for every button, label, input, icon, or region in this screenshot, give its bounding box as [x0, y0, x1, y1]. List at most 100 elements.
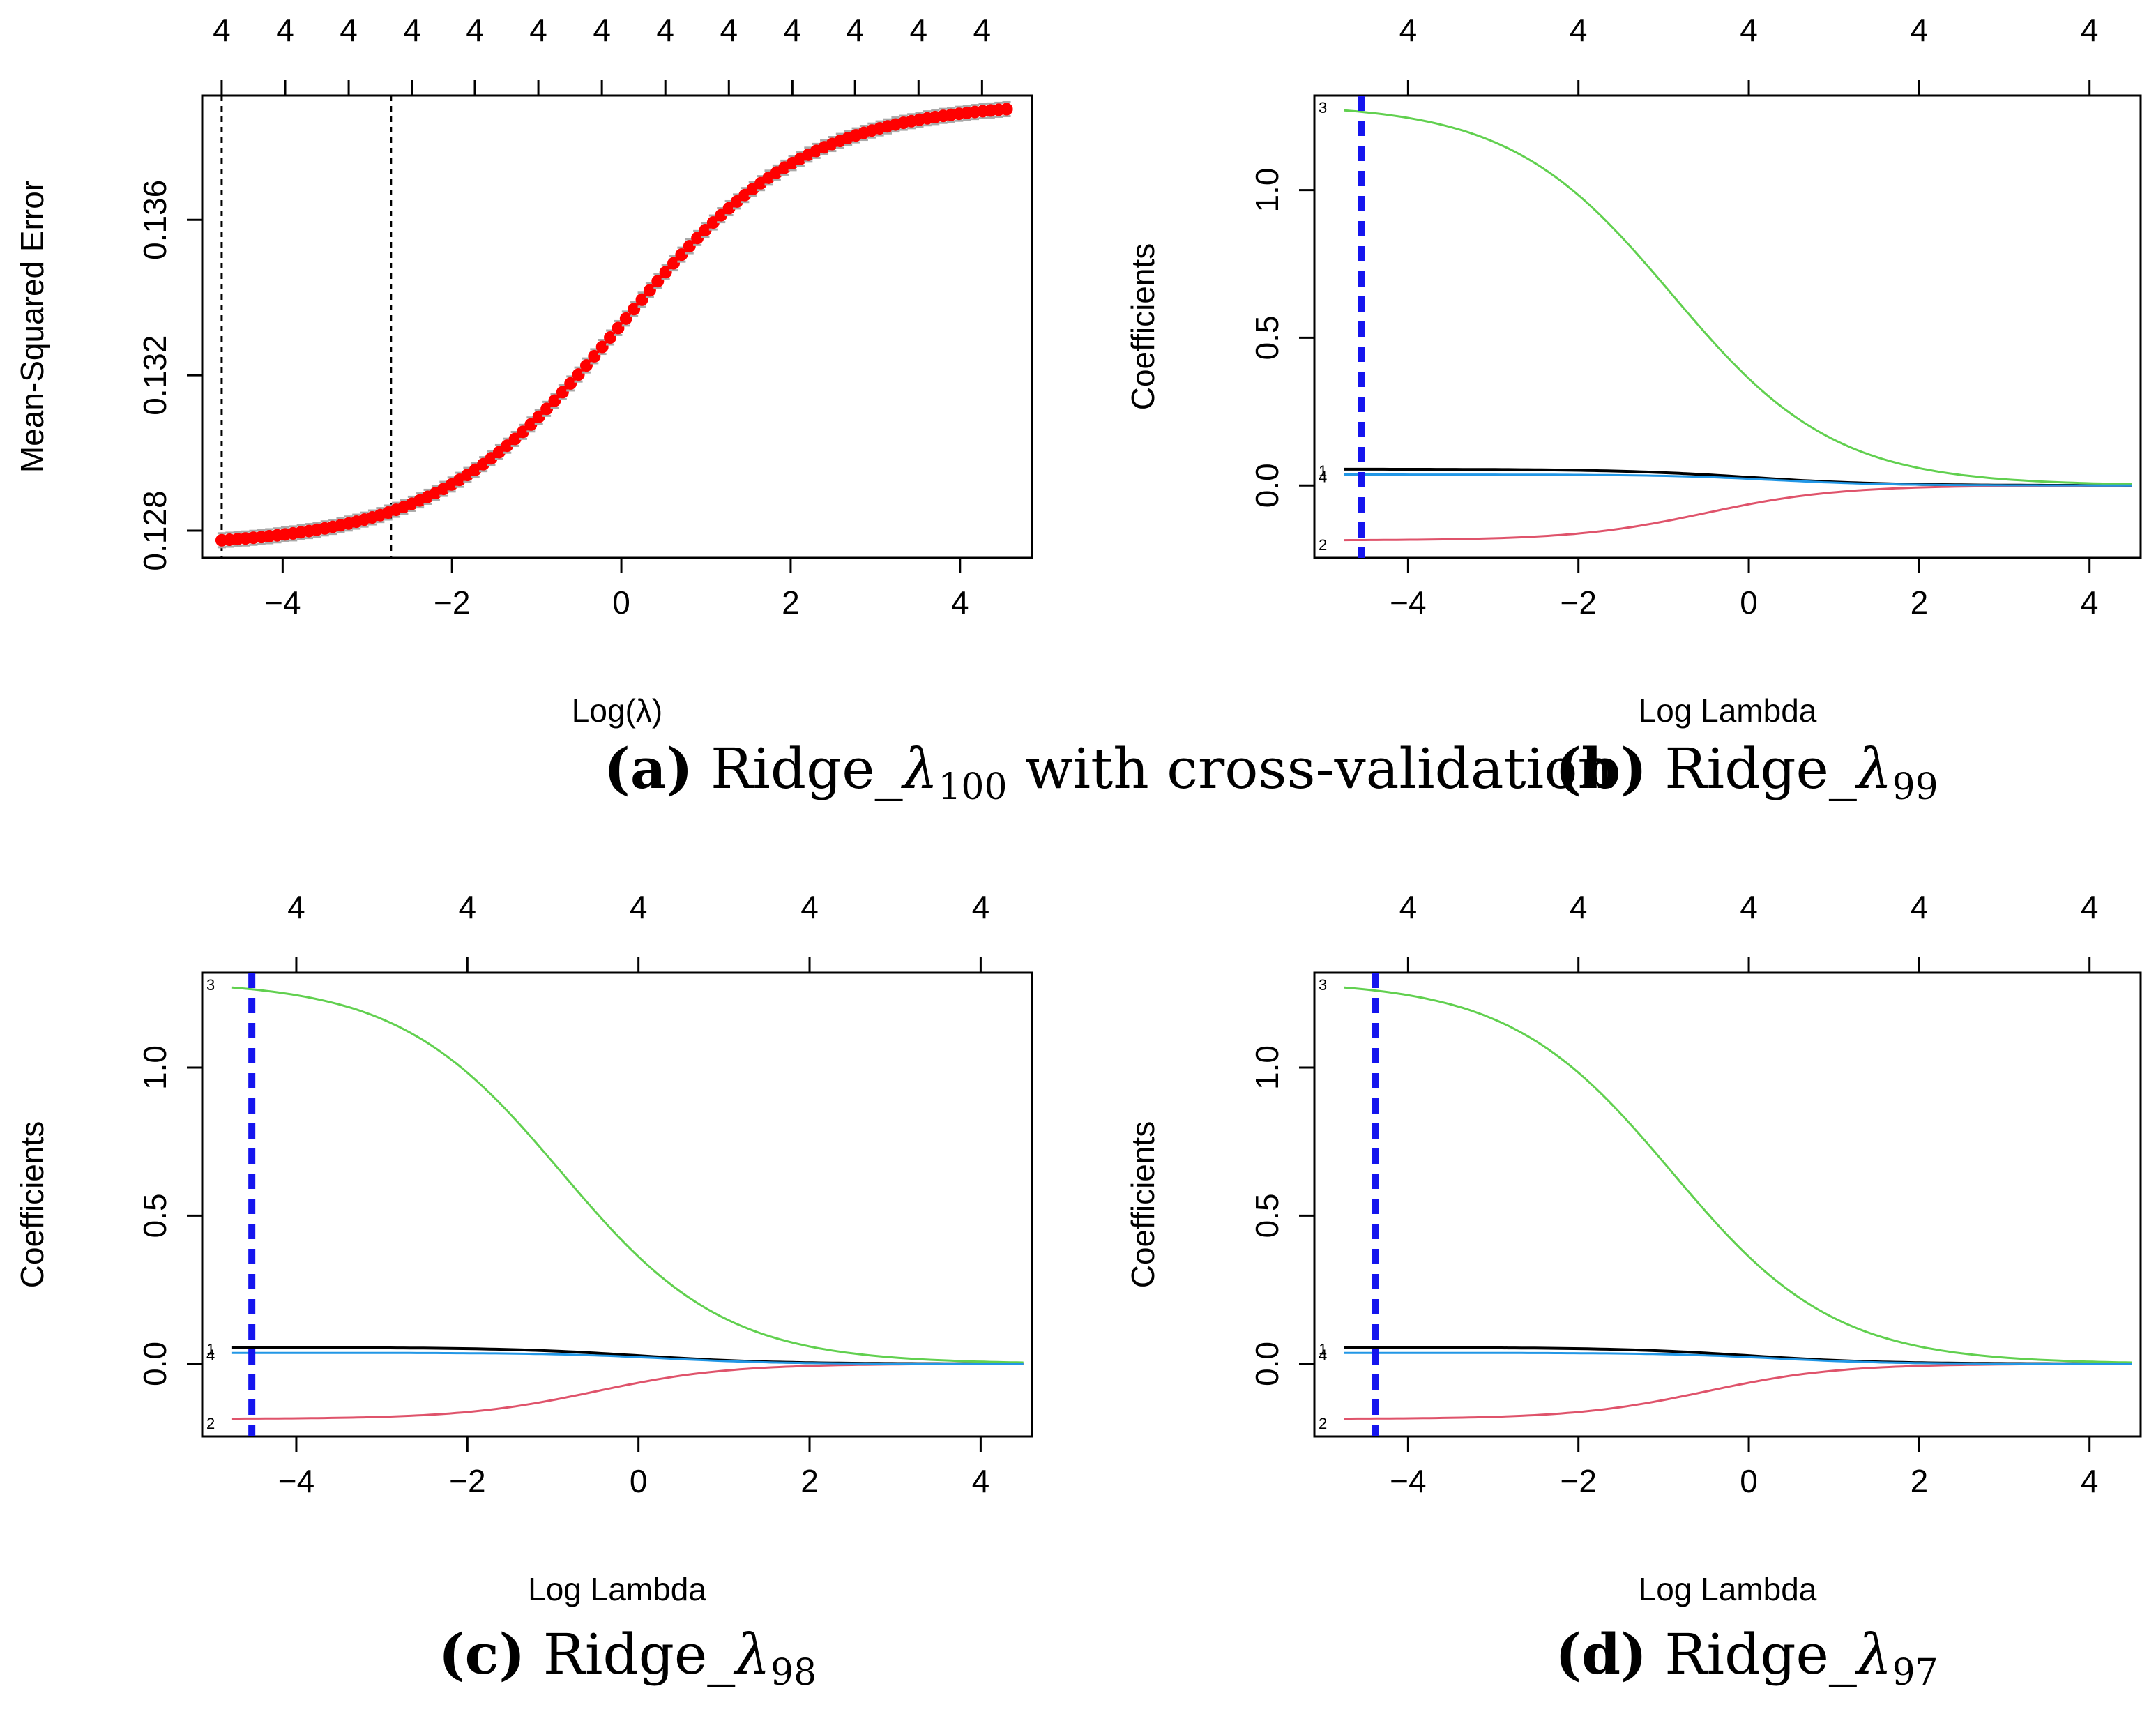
y-tick-label: 1.0: [1249, 1045, 1285, 1090]
cv-mse-point: [635, 293, 648, 306]
x-tick-label: 0: [612, 584, 630, 621]
top-tick-label: 4: [276, 12, 294, 48]
y-tick-label: 1.0: [137, 1045, 173, 1090]
cv-mse-point: [699, 224, 712, 237]
cv-mse-point: [643, 284, 656, 297]
caption-subscript: 98: [770, 1652, 817, 1694]
panel-caption: (a) Ridge_λ100 with cross-validation: [604, 736, 1614, 808]
top-tick-label: 4: [459, 889, 477, 925]
caption-lambda: λ: [901, 736, 939, 801]
x-tick-label: −2: [1560, 1463, 1596, 1499]
top-tick-label: 4: [1570, 889, 1588, 925]
top-tick-label: 4: [2081, 889, 2099, 925]
top-tick-label: 4: [909, 12, 927, 48]
top-tick-label: 4: [846, 12, 864, 48]
cv-mse-point: [564, 377, 577, 390]
cv-mse-point: [532, 410, 545, 423]
caption-label: (d): [1555, 1621, 1647, 1687]
cv-points: [215, 100, 1013, 549]
top-tick-label: 4: [1399, 889, 1418, 925]
top-tick-label: 4: [1399, 12, 1418, 48]
y-tick-label: 0.5: [1249, 1193, 1285, 1238]
x-tick-label: 4: [951, 584, 969, 621]
cv-mse-point: [683, 240, 696, 253]
caption-text: Ridge_: [1664, 736, 1857, 801]
coefficient-label: 2: [206, 1415, 215, 1432]
caption-lambda: λ: [1855, 736, 1892, 801]
cv-mse-point: [659, 266, 672, 279]
x-tick-label: 2: [800, 1463, 819, 1499]
y-tick-label: 0.128: [137, 490, 173, 570]
top-tick-label: 4: [972, 889, 990, 925]
x-tick-label: −2: [1560, 584, 1596, 621]
top-tick-label: 4: [213, 12, 231, 48]
cv-mse-point: [548, 394, 561, 407]
y-tick-label: 0.5: [1249, 315, 1285, 360]
x-tick-label: 0: [1740, 584, 1758, 621]
coefficient-label: 2: [1319, 536, 1327, 554]
caption-space: [1647, 1622, 1664, 1687]
cv-mse-point: [595, 340, 609, 354]
panel-caption: (c) Ridge_λ98: [439, 1621, 817, 1694]
top-tick-label: 4: [529, 12, 547, 48]
caption-suffix: with cross-validation: [1008, 736, 1614, 801]
top-tick-label: 4: [1740, 889, 1758, 925]
coefficient-path-4: [1344, 1351, 2132, 1365]
caption-lambda: λ: [1855, 1622, 1892, 1687]
y-axis-title: Mean-Squared Error: [14, 181, 50, 473]
coefficient-label: 2: [1319, 1415, 1327, 1432]
coefficient-path-4: [231, 1351, 1024, 1365]
cv-mse-point: [572, 368, 585, 381]
caption-text: Ridge_: [711, 736, 903, 801]
x-tick-label: −2: [449, 1463, 485, 1499]
x-tick-label: 0: [1740, 1463, 1758, 1499]
top-tick-label: 4: [287, 889, 305, 925]
top-tick-label: 4: [466, 12, 484, 48]
caption-subscript: 99: [1892, 766, 1938, 808]
cv-mse-point: [612, 321, 625, 335]
top-tick-label: 4: [800, 889, 819, 925]
cv-mse-point: [1000, 103, 1013, 116]
x-tick-label: 2: [782, 584, 800, 621]
x-tick-label: 4: [2081, 1463, 2099, 1499]
top-tick-label: 4: [2081, 12, 2099, 48]
coefficient-path-2: [231, 1363, 1024, 1420]
top-tick-label: 4: [784, 12, 802, 48]
top-tick-label: 4: [630, 889, 648, 925]
cv-mse-point: [556, 386, 569, 399]
coefficient-path-3: [1344, 986, 2132, 1364]
y-tick-label: 0.5: [137, 1193, 173, 1238]
plot-frame: [201, 971, 1033, 1438]
x-axis-title: Log Lambda: [1639, 692, 1817, 729]
coefficient-label: 4: [1319, 1346, 1327, 1364]
top-tick-label: 4: [1911, 12, 1929, 48]
cv-mse-point: [619, 312, 632, 325]
panel-caption: (b) Ridge_λ99: [1555, 736, 1938, 808]
coefficient-label: 4: [1319, 468, 1327, 485]
caption-space: [1647, 736, 1664, 801]
coefficient-path-2: [1344, 1363, 2132, 1420]
y-tick-label: 0.136: [137, 180, 173, 260]
cv-mse-point: [588, 349, 601, 363]
top-tick-label: 4: [973, 12, 992, 48]
x-tick-label: 4: [2081, 584, 2099, 621]
cv-mse-point: [628, 303, 641, 316]
coefficient-label: 1: [1319, 1341, 1327, 1358]
y-tick-label: 1.0: [1249, 168, 1285, 213]
y-tick-label: 0.0: [137, 1342, 173, 1386]
coefficient-path-3: [1344, 109, 2132, 485]
x-tick-label: 2: [1911, 1463, 1929, 1499]
cv-mse-point: [516, 425, 529, 439]
x-tick-label: −4: [278, 1463, 314, 1499]
x-tick-label: 0: [630, 1463, 648, 1499]
x-axis-title: Log Lambda: [528, 1571, 706, 1607]
y-tick-label: 0.0: [1249, 1342, 1285, 1386]
cv-mse-point: [651, 275, 665, 288]
panel-caption: (d) Ridge_λ97: [1555, 1621, 1938, 1694]
coefficient-path-4: [1344, 473, 2132, 487]
caption-label: (b): [1555, 736, 1647, 801]
chart-panel-c: −4 −2 0 2 4 4 4 4 4 4 0.0 0.5 1.0 Log Lambda Coefficie…: [14, 889, 1033, 1694]
coefficient-label: 1: [1319, 462, 1327, 480]
chart-panel-b: −4 −2 0 2 4 4 4 4 4 4 0.0 0.5 1.0 Log Lambda Coefficie…: [1125, 12, 2142, 808]
